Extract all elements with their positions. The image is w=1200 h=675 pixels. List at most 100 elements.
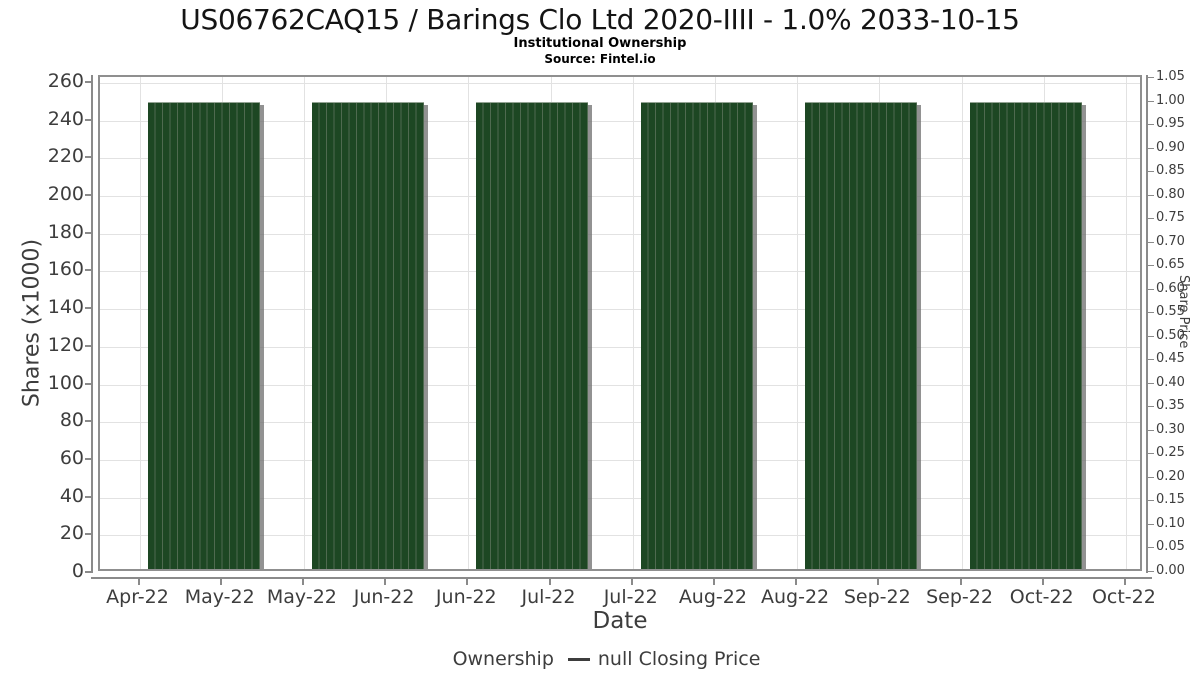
y-left-tick — [85, 231, 91, 234]
x-tick — [301, 579, 304, 585]
v-gridline — [1125, 77, 1127, 569]
y-left-tick-label: 100 — [47, 371, 84, 394]
h-gridline — [100, 271, 1140, 273]
h-gridline — [100, 497, 1140, 499]
x-tick — [630, 579, 633, 585]
y-right-tick — [1148, 147, 1154, 149]
x-tick — [137, 579, 140, 585]
v-gridline — [797, 77, 799, 569]
y-right-tick — [1148, 265, 1154, 267]
x-tick — [219, 579, 222, 585]
x-tick — [959, 579, 962, 585]
y-left-tick-label: 0 — [71, 560, 84, 582]
y-right-tick-label: 0.95 — [1156, 116, 1185, 132]
y-left-tick-label: 220 — [47, 145, 84, 168]
y-right-tick-label: 0.75 — [1156, 210, 1185, 226]
h-gridline — [100, 158, 1140, 160]
y-left-tick-label: 240 — [47, 107, 84, 130]
y-left-tick — [85, 269, 91, 272]
y-right-tick — [1148, 288, 1154, 290]
y-left-tick-label: 40 — [59, 484, 84, 507]
y-right-tick-label: 0.50 — [1156, 327, 1185, 343]
ownership-bar-cluster — [311, 101, 424, 569]
ownership-bar-cluster — [969, 101, 1082, 569]
y-right-tick-label: 0.15 — [1156, 492, 1185, 508]
y-left-tick-label: 140 — [47, 296, 84, 319]
y-axis-left-line — [91, 75, 93, 573]
x-axis-title: Date — [592, 608, 648, 634]
x-tick — [712, 579, 715, 585]
y-right-tick — [1148, 218, 1154, 220]
h-gridline — [100, 120, 1140, 122]
v-gridline — [632, 77, 634, 569]
h-gridline — [100, 384, 1140, 386]
y-right-tick — [1148, 476, 1154, 478]
y-axis-right-line — [1146, 75, 1148, 573]
y-right-tick-label: 1.05 — [1156, 69, 1185, 84]
x-tick — [877, 579, 880, 585]
y-right-tick — [1148, 124, 1154, 126]
chart-source: Source: Fintel.io — [544, 52, 656, 66]
h-gridline — [100, 83, 1140, 84]
v-gridline — [303, 77, 305, 569]
y-left-tick — [85, 307, 91, 310]
y-left-tick — [85, 382, 91, 385]
y-right-tick-label: 0.55 — [1156, 304, 1185, 320]
y-right-tick — [1148, 500, 1154, 502]
y-right-tick-label: 0.70 — [1156, 233, 1185, 249]
h-gridline — [100, 535, 1140, 537]
y-right-tick — [1148, 77, 1154, 78]
y-right-tick — [1148, 453, 1154, 455]
y-left-tick-label: 260 — [47, 70, 84, 92]
ownership-bar-cluster — [640, 101, 753, 569]
y-left-tick — [85, 495, 91, 498]
x-tick-label: Oct-22 — [1091, 586, 1156, 608]
x-tick — [1041, 579, 1044, 585]
y-right-tick — [1148, 194, 1154, 196]
x-tick — [384, 579, 387, 585]
ownership-legend-swatch — [440, 653, 447, 666]
y-left-tick-label: 120 — [47, 333, 84, 356]
v-gridline — [139, 77, 141, 569]
ownership-bar-cluster — [147, 101, 260, 569]
x-tick-label: May-22 — [184, 586, 255, 608]
h-gridline — [100, 346, 1140, 348]
y-left-tick-label: 80 — [59, 409, 84, 432]
closing-price-legend-line — [567, 657, 590, 661]
y-left-tick — [85, 81, 91, 83]
y-right-tick-label: 0.30 — [1156, 421, 1185, 437]
x-tick-label: May-22 — [266, 586, 337, 608]
y-right-tick-label: 0.35 — [1156, 398, 1185, 414]
y-right-tick — [1148, 359, 1154, 361]
y-right-tick-label: 0.65 — [1156, 257, 1185, 273]
y-right-tick-label: 0.45 — [1156, 351, 1185, 367]
x-tick-label: Jun-22 — [435, 586, 497, 608]
y-right-tick — [1148, 312, 1154, 314]
x-tick-label: Jul-22 — [521, 586, 576, 608]
chart-subtitle: Institutional Ownership — [513, 36, 687, 51]
y-left-tick — [85, 420, 91, 423]
y-right-tick — [1148, 382, 1154, 384]
y-right-tick-label: 0.10 — [1156, 515, 1185, 531]
x-tick — [795, 579, 798, 585]
y-left-tick-label: 60 — [59, 446, 84, 469]
y-right-tick-label: 1.00 — [1156, 92, 1185, 108]
x-tick-label: Jun-22 — [353, 586, 415, 608]
y-right-tick — [1148, 429, 1154, 431]
y-right-tick — [1148, 171, 1154, 173]
y-right-tick — [1148, 523, 1154, 525]
y-left-tick — [85, 156, 91, 159]
bar-series — [100, 77, 1140, 569]
y-left-tick-label: 200 — [47, 183, 84, 206]
y-right-tick — [1148, 547, 1154, 549]
y-left-tick — [85, 194, 91, 197]
y-left-tick — [85, 571, 91, 573]
x-tick-label: Jul-22 — [603, 586, 658, 608]
y-left-tick-label: 20 — [59, 522, 84, 545]
y-left-tick — [85, 533, 91, 536]
h-gridline — [100, 459, 1140, 461]
y-right-tick-label: 0.85 — [1156, 163, 1185, 179]
x-tick-label: Aug-22 — [678, 586, 747, 608]
y-axis-title-right: Share Price — [1176, 275, 1191, 349]
y-left-tick — [85, 118, 91, 121]
